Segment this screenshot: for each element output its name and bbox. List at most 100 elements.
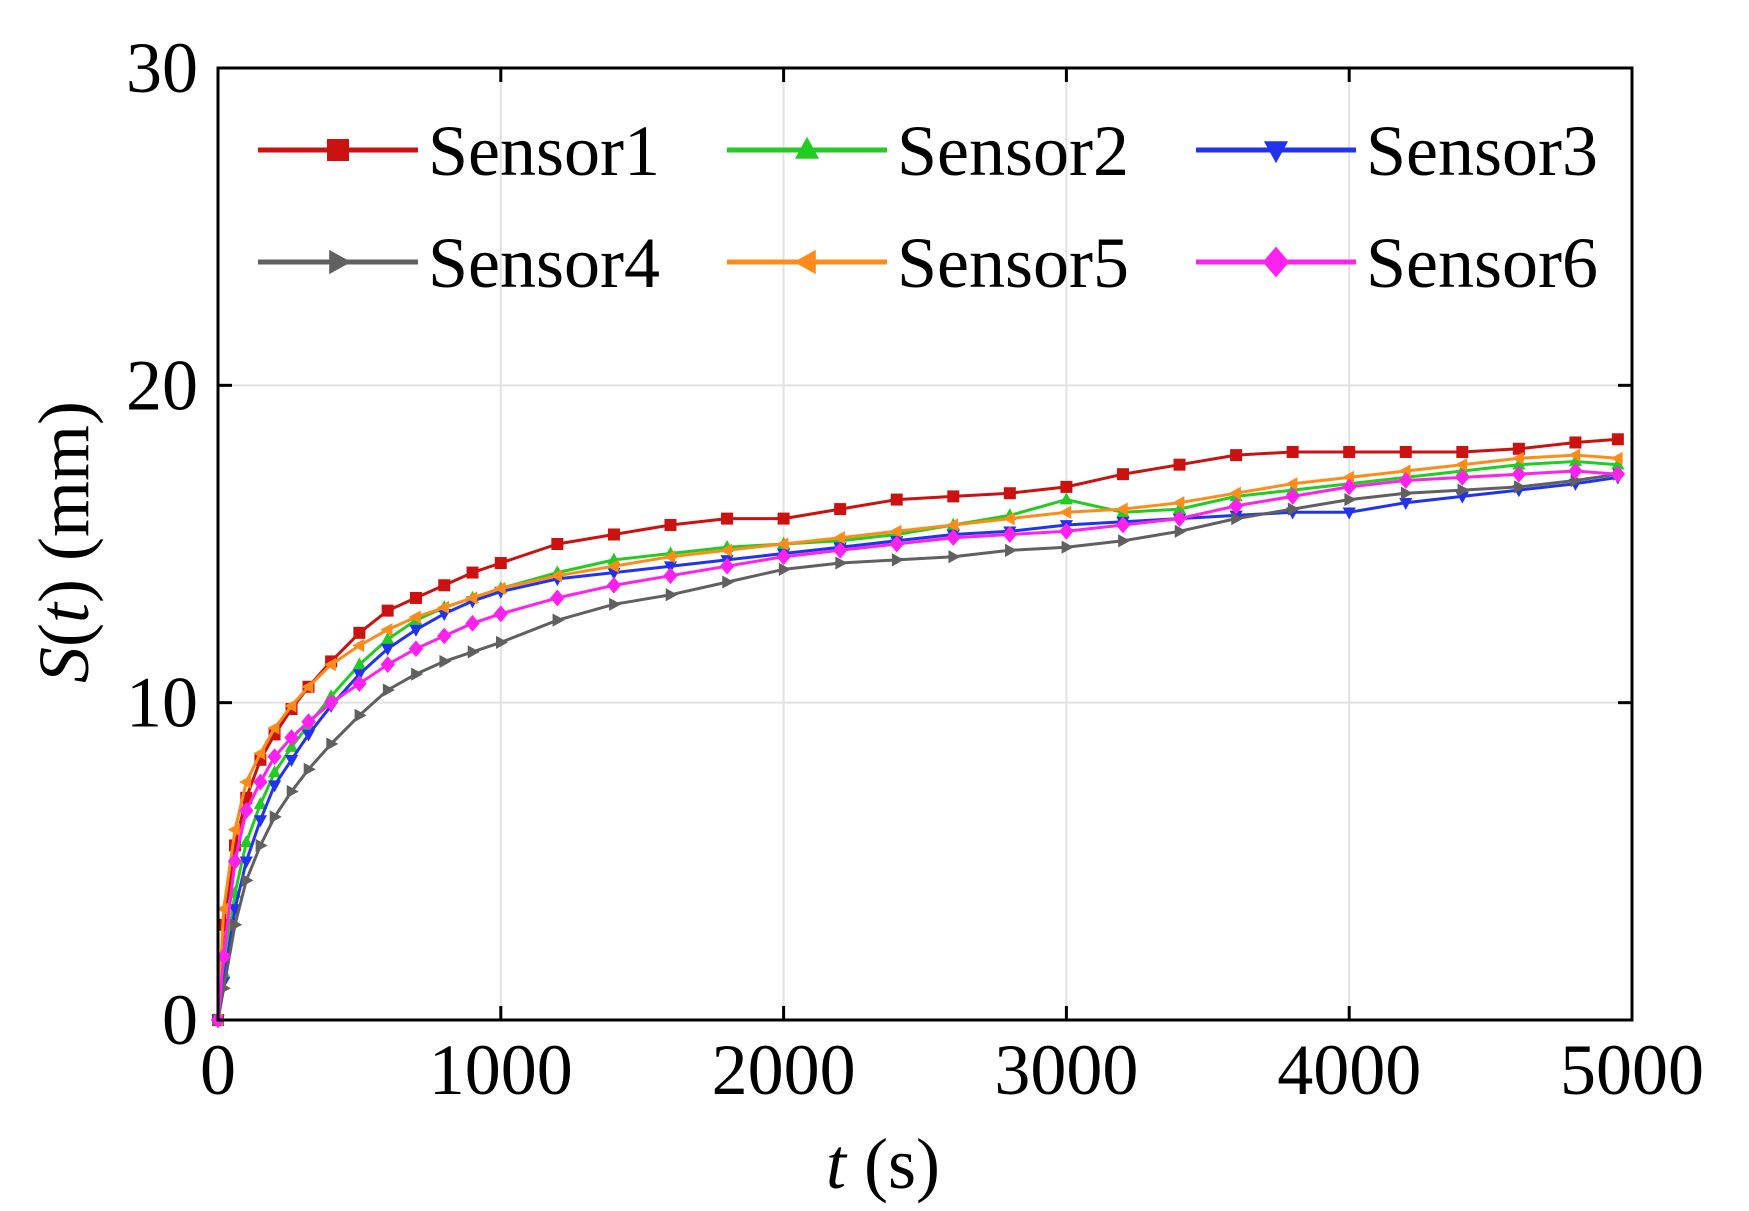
data-point (551, 538, 564, 550)
data-point (891, 553, 904, 567)
legend-item-sensor2: Sensor2 (727, 111, 1129, 191)
data-point (948, 550, 961, 564)
legend-label: Sensor3 (1366, 111, 1598, 191)
data-point (1231, 512, 1244, 526)
data-point (719, 543, 732, 557)
data-point (1061, 540, 1074, 554)
data-point (1115, 502, 1128, 516)
series-sensor6 (210, 462, 1626, 1029)
legend-item-sensor1: Sensor1 (258, 111, 660, 191)
data-point (1610, 451, 1623, 465)
data-point (1005, 543, 1018, 557)
data-point (382, 683, 395, 697)
data-point (216, 902, 229, 916)
y-tick-label: 10 (126, 663, 198, 743)
data-point (663, 550, 676, 564)
data-point (227, 852, 243, 870)
data-point (664, 518, 677, 531)
data-point (778, 562, 791, 576)
data-point (216, 948, 231, 965)
data-point (1115, 516, 1131, 534)
data-point (1228, 497, 1244, 515)
data-point (1060, 480, 1073, 493)
data-point (1568, 454, 1583, 467)
plot-frame (216, 66, 1634, 1022)
data-point (889, 535, 904, 553)
legend-marker (327, 139, 349, 161)
legend-label: Sensor2 (897, 111, 1129, 191)
y-tick-label: 30 (126, 28, 198, 108)
data-point (230, 918, 243, 932)
data-point (380, 623, 393, 637)
y-axis-title: S(t) (mm) (24, 401, 104, 683)
legend: Sensor1 Sensor2 Sensor3 Sensor4 Sensor5 Senso… (258, 111, 1598, 303)
series-group (210, 433, 1626, 1029)
data-point (606, 559, 619, 573)
series-line (216, 469, 1619, 1021)
data-point (550, 589, 565, 607)
legend-label: Sensor5 (897, 223, 1129, 303)
data-point (411, 667, 424, 681)
data-point (1343, 445, 1356, 458)
data-point (550, 569, 563, 583)
data-point (284, 754, 299, 767)
data-point (1285, 488, 1300, 505)
data-point (323, 657, 336, 672)
data-point (832, 531, 845, 545)
data-point (409, 591, 422, 604)
data-point (889, 524, 902, 538)
data-point (253, 797, 268, 810)
legend-label: Sensor1 (428, 111, 660, 191)
data-point (1457, 483, 1470, 497)
data-point (722, 575, 735, 589)
grid (218, 68, 1632, 1020)
x-axis-title: t (s) (826, 1124, 940, 1204)
data-point (1172, 496, 1185, 510)
x-tick-label: 2000 (712, 1030, 856, 1110)
data-point (890, 493, 903, 506)
data-point (408, 640, 424, 658)
data-point (1003, 487, 1016, 500)
legend-label: Sensor4 (428, 223, 660, 303)
ticks: 0 1000 2000 3000 4000 5000 0 10 20 30 (126, 28, 1704, 1110)
legend-label: Sensor6 (1366, 223, 1598, 303)
data-point (1512, 442, 1525, 455)
legend-marker (793, 249, 816, 275)
data-point (1456, 445, 1469, 458)
data-point (1610, 465, 1626, 483)
data-point (267, 780, 282, 793)
data-point (1173, 458, 1186, 471)
data-point (496, 635, 508, 649)
series-sensor1 (212, 433, 1624, 1026)
data-point (465, 614, 480, 632)
data-point (946, 518, 959, 532)
data-point (493, 605, 508, 623)
data-point (1568, 462, 1583, 480)
data-point (1287, 502, 1300, 516)
data-point (241, 873, 254, 887)
legend-marker (1263, 141, 1289, 164)
data-point (326, 737, 339, 751)
x-tick-label: 1000 (429, 1030, 573, 1110)
data-point (493, 581, 506, 596)
data-point (227, 823, 240, 837)
data-point (467, 645, 480, 659)
data-point (1228, 486, 1241, 500)
data-point (466, 566, 479, 579)
data-point (239, 802, 254, 819)
data-point (437, 600, 450, 615)
data-point (1172, 501, 1187, 514)
data-point (286, 784, 299, 799)
data-point (269, 810, 282, 824)
data-point (494, 557, 507, 570)
data-point (665, 588, 678, 602)
data-point (606, 576, 622, 594)
legend-item-sensor5: Sensor5 (727, 223, 1129, 303)
data-point (439, 654, 452, 669)
data-point (1399, 497, 1413, 510)
data-point (1285, 477, 1298, 491)
data-point (552, 613, 565, 627)
series-line (216, 437, 1619, 1021)
x-tick-label: 5000 (1560, 1030, 1704, 1110)
data-point (777, 512, 790, 525)
